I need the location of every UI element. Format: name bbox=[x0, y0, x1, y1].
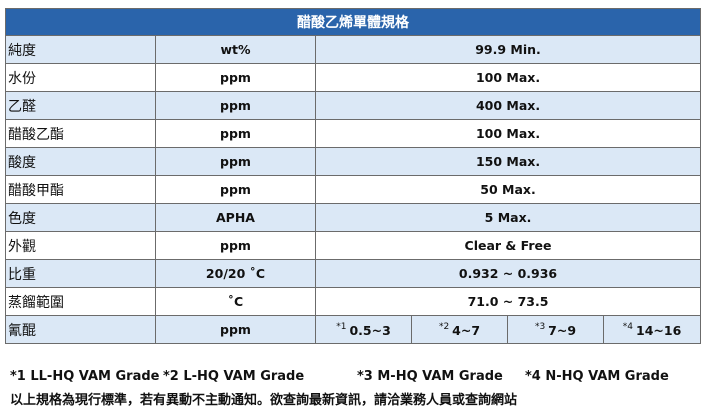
row-name: 色度 bbox=[5, 203, 156, 232]
grade-cell: *3 7~9 bbox=[507, 315, 604, 344]
table-row: 醋酸乙酯 ppm 100 Max. bbox=[5, 119, 702, 148]
row-unit: ppm bbox=[155, 315, 316, 344]
table-row: 外觀 ppm Clear & Free bbox=[5, 231, 702, 260]
grade-mark: *4 bbox=[622, 321, 633, 332]
row-value: Clear & Free bbox=[314, 231, 702, 260]
grade-value: 7~9 bbox=[548, 322, 577, 338]
row-value: 99.9 Min. bbox=[314, 35, 702, 64]
note: 以上規格為現行標準，若有異動不主動通知。欲查詢最新資訊，請洽業務人員或查詢網站 bbox=[10, 393, 518, 408]
footnote: *3 M-HQ VAM Grade bbox=[357, 369, 503, 384]
grade-value: 4~7 bbox=[452, 322, 481, 338]
row-unit: ppm bbox=[155, 147, 316, 176]
grade-cell: *2 4~7 bbox=[411, 315, 508, 344]
row-value: 71.0 ~ 73.5 bbox=[314, 287, 702, 316]
row-value: 0.932 ~ 0.936 bbox=[314, 259, 702, 288]
row-unit: ppm bbox=[155, 91, 316, 120]
table-row: 水份 ppm 100 Max. bbox=[5, 63, 702, 92]
table-row: 氰醌 ppm *1 0.5~3 *2 4~7 *3 7~9 *4 14~16 bbox=[5, 315, 702, 344]
table-row: 乙醛 ppm 400 Max. bbox=[5, 91, 702, 120]
table-row: 純度 wt% 99.9 Min. bbox=[5, 35, 702, 64]
row-value: 100 Max. bbox=[314, 63, 702, 92]
row-unit: ppm bbox=[155, 175, 316, 204]
row-unit: ppm bbox=[155, 231, 316, 260]
row-name: 氰醌 bbox=[5, 315, 156, 344]
grade-mark: *2 bbox=[438, 321, 450, 332]
row-name: 比重 bbox=[5, 259, 156, 288]
footnote: *4 N-HQ VAM Grade bbox=[525, 369, 669, 384]
grade-value: 0.5~3 bbox=[349, 322, 391, 338]
grade-cell: *1 0.5~3 bbox=[315, 315, 412, 344]
row-value: 100 Max. bbox=[314, 119, 702, 148]
row-name: 乙醛 bbox=[5, 91, 156, 120]
row-unit: ˚C bbox=[155, 287, 316, 316]
row-name: 酸度 bbox=[5, 147, 156, 176]
row-unit: wt% bbox=[155, 35, 316, 64]
table-row: 色度 APHA 5 Max. bbox=[5, 203, 702, 232]
row-name: 純度 bbox=[5, 35, 156, 64]
row-value: 5 Max. bbox=[314, 203, 702, 232]
row-name: 醋酸乙酯 bbox=[5, 119, 156, 148]
grade-cell: *4 14~16 bbox=[602, 315, 702, 344]
row-name: 水份 bbox=[5, 63, 156, 92]
row-value: 50 Max. bbox=[314, 175, 702, 204]
row-unit: ppm bbox=[155, 119, 316, 148]
row-unit: 20/20 ˚C bbox=[155, 259, 316, 288]
table-row: 酸度 ppm 150 Max. bbox=[5, 147, 702, 176]
footnote: *2 L-HQ VAM Grade bbox=[163, 369, 305, 384]
row-value: 400 Max. bbox=[314, 91, 702, 120]
table-row: 醋酸甲酯 ppm 50 Max. bbox=[5, 175, 702, 204]
grade-mark: *3 bbox=[534, 321, 546, 332]
spec-table: 醋酸乙烯單體規格 純度 wt% 99.9 Min. 水份 ppm 100 Max. 乙醛 pp… bbox=[4, 8, 702, 344]
row-name: 醋酸甲酯 bbox=[5, 175, 156, 204]
grade-mark: *1 bbox=[336, 321, 347, 332]
row-value: 150 Max. bbox=[314, 147, 702, 176]
grade-value: 14~16 bbox=[636, 322, 682, 338]
row-name: 外觀 bbox=[5, 231, 156, 260]
table-row: 比重 20/20 ˚C 0.932 ~ 0.936 bbox=[5, 259, 702, 288]
row-unit: ppm bbox=[155, 63, 316, 92]
row-unit: APHA bbox=[155, 203, 316, 232]
footnote: *1 LL-HQ VAM Grade bbox=[10, 369, 160, 384]
table-title: 醋酸乙烯單體規格 bbox=[4, 8, 702, 36]
table-row: 蒸餾範圍 ˚C 71.0 ~ 73.5 bbox=[5, 287, 702, 316]
row-name: 蒸餾範圍 bbox=[5, 287, 156, 316]
